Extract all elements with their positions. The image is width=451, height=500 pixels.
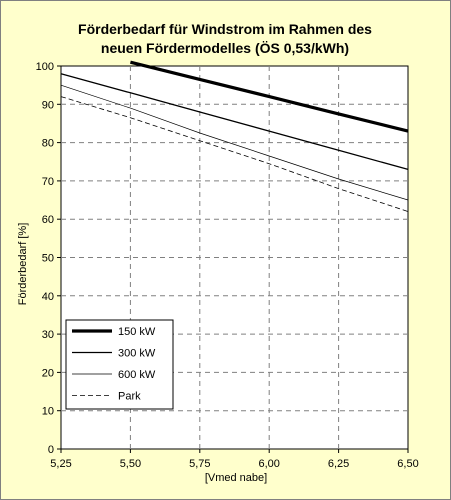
legend-label: 150 kW (118, 326, 156, 338)
legend-box (65, 319, 174, 410)
y-tick-label: 60 (42, 214, 54, 226)
chart-title-line-2: neuen Fördermodelles (ÖS 0,53/kWh) (101, 40, 349, 56)
tick-labels: 0 10 20 30 40 50 60 70 80 90 100 5,25 5,50 5,75 6,00 6,… (36, 61, 419, 470)
series-line-3 (60, 84, 409, 201)
legend-label: Park (118, 391, 141, 403)
chart-title-line-1: Förderbedarf für Windstrom im Rahmen des (78, 21, 372, 37)
y-tick-label: 90 (42, 99, 54, 111)
y-tick-label: 20 (42, 367, 54, 379)
y-tick-label: 30 (42, 329, 54, 341)
x-tick-label: 5,50 (120, 458, 141, 470)
y-tick-label: 80 (42, 138, 54, 150)
grid (61, 66, 408, 449)
y-tick-label: 70 (42, 176, 54, 188)
x-tick-label: 5,25 (50, 458, 71, 470)
series-line-2 (60, 73, 409, 171)
x-tick-label: 6,50 (397, 458, 418, 470)
y-axis-label: Förderbedarf [%] (17, 223, 29, 306)
series-layer (60, 60, 409, 212)
y-tick-label: 0 (48, 444, 54, 456)
legend-label: 600 kW (118, 369, 156, 381)
x-tick-label: 6,25 (328, 458, 349, 470)
y-tick-label: 10 (42, 406, 54, 418)
y-tick-label: 40 (42, 291, 54, 303)
legend: 150 kW 300 kW 600 kW Park (65, 319, 174, 410)
series-line-4 (60, 96, 409, 212)
legend-label: 300 kW (118, 348, 156, 360)
x-tick-label: 5,75 (189, 458, 210, 470)
y-tick-label: 100 (36, 61, 54, 73)
series-line-1 (130, 60, 409, 133)
x-tick-label: 6,00 (258, 458, 279, 470)
x-axis-label: [Vmed nabe] (205, 472, 267, 484)
y-tick-label: 50 (42, 253, 54, 265)
